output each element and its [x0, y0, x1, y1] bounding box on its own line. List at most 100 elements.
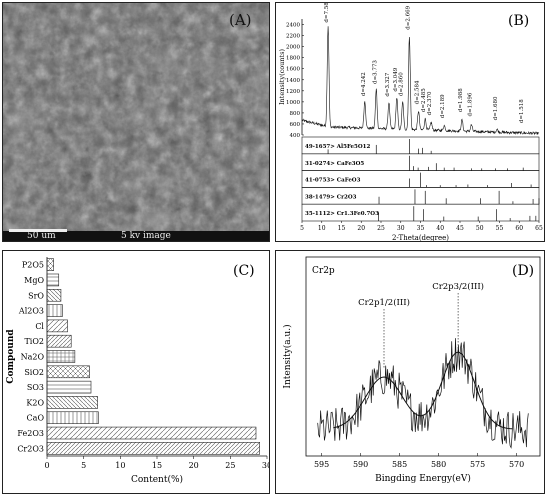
xrd-peak-label: d=1.988	[458, 88, 464, 112]
xrd-x-tick-label: 30	[397, 225, 405, 232]
xps-x-tick-label: 580	[431, 460, 446, 469]
xps-peak-annotation: Cr2p1/2(III)	[358, 297, 410, 308]
xrd-x-tick-label: 10	[318, 225, 326, 232]
panel-d-label: (D)	[512, 263, 534, 279]
xps-peak-annotation: Cr2p3/2(III)	[432, 281, 484, 292]
xrd-x-tick-label: 5	[300, 225, 304, 232]
composition-bar	[46, 273, 60, 287]
xrd-x-tick-label: 60	[515, 225, 523, 232]
xps-raw-spectrum	[317, 338, 529, 449]
xrd-y-tick-label: 1000	[286, 100, 300, 106]
bar-category-label: MgO	[24, 276, 44, 285]
composition-bar	[46, 334, 72, 348]
composition-bar	[46, 288, 62, 302]
xrd-x-axis-label: 2-Theta(degree)	[392, 234, 449, 241]
xrd-reference-name: 41-0753> CaFeO3	[305, 178, 361, 184]
xrd-x-tick-label: 55	[496, 225, 504, 232]
composition-bar	[46, 411, 99, 425]
xps-x-tick-label: 570	[509, 460, 524, 469]
bar-x-axis-label: Content(%)	[131, 474, 183, 485]
bar-category-label: Cl	[35, 322, 44, 331]
composition-bar	[46, 442, 260, 455]
xrd-x-tick-label: 45	[456, 225, 464, 232]
xrd-x-tick-label: 20	[357, 225, 365, 232]
xrd-peak-label: d=2.370	[427, 91, 433, 115]
bar-x-tick-label: 20	[189, 461, 199, 470]
xrd-reference-name: 38-1479> Cr2O3	[305, 194, 357, 200]
xrd-y-tick-label: 2200	[286, 34, 300, 40]
xrd-x-tick-label: 40	[436, 225, 444, 232]
bar-category-label: CaO	[27, 414, 45, 423]
xrd-peak-label: d=2.485	[421, 88, 427, 112]
bar-category-label: Fe2O3	[17, 429, 44, 438]
composition-bar	[46, 319, 68, 333]
bar-y-axis-label: Compound	[6, 329, 16, 384]
xrd-y-tick-label: 800	[290, 111, 301, 117]
xps-chart: (D) Cr2p 595 590 585 580 575 570 Bingding Energ…	[282, 256, 541, 484]
xrd-y-tick-label: 400	[290, 133, 301, 139]
image-caption: 5 kv image	[121, 231, 171, 241]
bar-x-tick-label: 5	[81, 461, 86, 470]
xrd-reference-name: 31-0274> CaFe3O5	[305, 161, 364, 167]
xrd-peak-label: d=2.860	[399, 72, 405, 96]
xrd-x-tick-label: 25	[377, 225, 385, 232]
xrd-x-tick-label: 35	[417, 225, 425, 232]
xrd-peak-label: d=7.581	[324, 3, 330, 23]
xrd-peak-label: d=3.327	[385, 72, 391, 96]
xrd-peak-label: d=4.242	[361, 72, 367, 96]
xps-panel: (D) Cr2p 595 590 585 580 575 570 Bingding Energ…	[275, 250, 545, 494]
xrd-y-axis-label: Intensity(counts)	[278, 49, 286, 106]
xrd-y-tick-label: 600	[290, 122, 301, 128]
bar-category-label: Cr2O3	[17, 444, 44, 453]
xrd-reference-name: 35-1112> Cr1.3Fe0.7O3	[305, 211, 379, 217]
composition-bar	[46, 426, 257, 440]
bar-category-label: SrO	[28, 291, 44, 300]
xrd-peak-label: d=2.669	[405, 5, 411, 29]
composition-bar	[46, 304, 63, 317]
xps-title: Cr2p	[312, 266, 335, 276]
xrd-y-tick-label: 1400	[286, 78, 300, 84]
panel-b-label: (B)	[508, 13, 529, 29]
bar-category-label: TiO2	[24, 337, 44, 346]
xps-y-axis-label: Intensity(a.u.)	[282, 324, 293, 388]
composition-bar	[46, 396, 98, 409]
bar-category-label: Na2O	[21, 353, 45, 362]
xrd-peak-label: d=1.518	[519, 99, 525, 123]
xrd-peak-label: d=1.896	[467, 92, 473, 116]
sem-image	[3, 3, 269, 241]
composition-bar	[46, 350, 76, 363]
xps-x-tick-label: 590	[353, 460, 368, 469]
xrd-chart: (B) 400 600 800 1000 1200 1400 1600 1800 2000 220…	[278, 0, 543, 242]
xrd-y-tick-label: 1200	[286, 89, 300, 95]
composition-bar	[46, 380, 92, 394]
composition-bar-chart: (C) Cr2O3 Fe2O3 CaO K2O SO3 SiO2 Na2O TiO2 Cl Al2…	[6, 257, 272, 485]
scale-bar-label: 50 um	[27, 231, 56, 241]
xrd-peak-label: d=1.680	[493, 96, 499, 120]
composition-bar	[46, 258, 54, 271]
bar-category-label: Al2O3	[18, 307, 44, 316]
bar-x-tick-label: 15	[152, 461, 162, 470]
xrd-peak-label: d=2.584	[415, 80, 421, 104]
xrd-y-tick-label: 1600	[286, 67, 300, 73]
xrd-y-tick-label: 1800	[286, 56, 300, 62]
bar-category-label: K2O	[26, 398, 44, 407]
xrd-pattern-line	[301, 26, 540, 136]
xrd-y-tick-label: 2400	[286, 23, 300, 29]
sem-image-panel: (A) 50 um 5 kv image	[2, 2, 270, 242]
xps-x-axis-label: Bingding Energy(eV)	[375, 473, 471, 484]
xps-fit-curve	[333, 351, 513, 430]
xps-x-tick-label: 585	[392, 460, 407, 469]
bar-x-tick-label: 30	[262, 461, 269, 470]
xrd-panel: (B) 400 600 800 1000 1200 1400 1600 1800 2000 220…	[275, 0, 545, 242]
bar-x-tick-label: 0	[44, 461, 49, 470]
xrd-peak-label: d=3.773	[372, 60, 378, 84]
xrd-x-tick-label: 50	[476, 225, 484, 232]
composition-bar	[46, 365, 90, 379]
bar-x-tick-label: 25	[225, 461, 235, 470]
xrd-peak-label: d=2.189	[440, 94, 446, 118]
xrd-x-tick-label: 65	[535, 225, 543, 232]
xps-plot-frame	[305, 256, 541, 457]
bar-category-label: SiO2	[24, 368, 44, 377]
xps-x-tick-label: 575	[470, 460, 485, 469]
xrd-x-tick-label: 15	[338, 225, 346, 232]
